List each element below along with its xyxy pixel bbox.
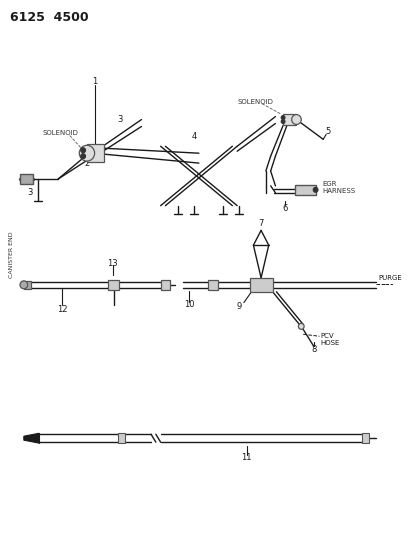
Text: 2: 2	[84, 159, 90, 167]
Text: 1: 1	[92, 77, 97, 86]
Circle shape	[81, 148, 86, 152]
Text: HOSE: HOSE	[320, 340, 340, 346]
Text: 7: 7	[258, 219, 264, 228]
Text: PURGE: PURGE	[379, 275, 403, 281]
Text: 8: 8	[311, 345, 316, 353]
Text: 4: 4	[191, 132, 197, 141]
Circle shape	[79, 146, 95, 161]
Text: CANISTER END: CANISTER END	[9, 232, 14, 278]
Circle shape	[281, 116, 285, 119]
Text: 9: 9	[237, 302, 242, 311]
Text: 6125  4500: 6125 4500	[11, 11, 89, 24]
Bar	[295, 185, 316, 195]
Text: 5: 5	[326, 127, 330, 136]
Bar	[24, 281, 31, 289]
Circle shape	[292, 115, 301, 125]
Text: 12: 12	[57, 305, 67, 314]
Polygon shape	[24, 433, 39, 443]
Bar	[161, 280, 170, 290]
Bar	[361, 433, 369, 443]
Circle shape	[313, 187, 318, 192]
Circle shape	[298, 324, 304, 329]
Bar	[118, 433, 125, 443]
Bar	[87, 144, 104, 162]
Text: 10: 10	[184, 300, 195, 309]
Text: SOLENOID: SOLENOID	[237, 99, 273, 105]
Text: 11: 11	[242, 454, 252, 463]
Circle shape	[20, 281, 28, 289]
Text: EGR: EGR	[322, 181, 337, 187]
Bar	[108, 280, 120, 290]
Bar	[208, 280, 218, 290]
Text: HARNESS: HARNESS	[322, 188, 355, 194]
Circle shape	[281, 119, 285, 124]
Text: 6: 6	[282, 204, 288, 213]
Text: 3: 3	[117, 115, 122, 124]
Text: 3: 3	[27, 188, 32, 197]
Text: 13: 13	[107, 259, 118, 268]
Text: SOLENOID: SOLENOID	[43, 131, 79, 136]
Text: PCV: PCV	[320, 333, 334, 340]
Bar	[20, 174, 33, 184]
Bar	[250, 278, 273, 292]
Circle shape	[81, 154, 86, 159]
Bar	[283, 114, 297, 125]
